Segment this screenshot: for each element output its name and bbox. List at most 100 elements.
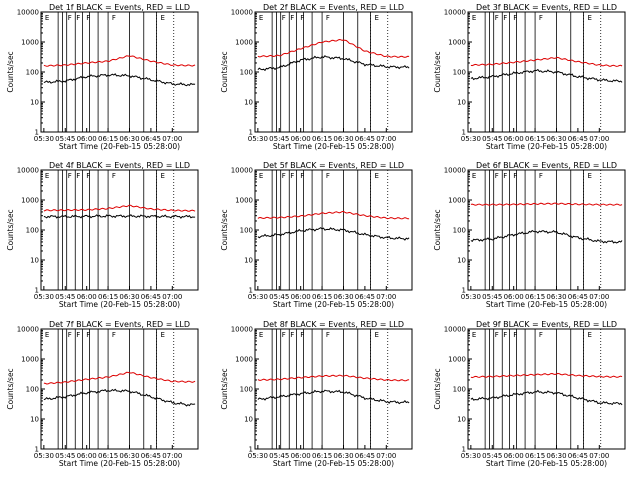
marker-label: F bbox=[68, 172, 72, 180]
x-tick-label: 06:15 bbox=[525, 135, 545, 143]
y-tick-label: 100 bbox=[26, 386, 39, 394]
y-tick-label: 10000 bbox=[231, 167, 253, 175]
events-series-line bbox=[470, 229, 623, 244]
marker-label: F bbox=[282, 331, 286, 339]
marker-label: F bbox=[112, 331, 116, 339]
lld-series-line bbox=[470, 372, 623, 379]
y-tick-label: 10 bbox=[457, 257, 466, 265]
y-tick-label: 1000 bbox=[21, 356, 39, 364]
y-axis-label: Counts/sec bbox=[6, 209, 15, 250]
events-series-line bbox=[470, 68, 623, 83]
detector-panel: Det 2f BLACK = Events, RED = LLD 1 10 100 10… bbox=[220, 3, 413, 151]
plot-frame bbox=[254, 328, 413, 450]
lld-series-line bbox=[257, 210, 410, 220]
marker-label: F bbox=[539, 331, 543, 339]
y-tick-label: 1 bbox=[35, 287, 39, 295]
y-tick-label: 10 bbox=[244, 257, 253, 265]
marker-label: F bbox=[513, 331, 517, 339]
x-axis-label: Start Time (20-Feb-15 05:28:00) bbox=[486, 300, 607, 309]
marker-label: F bbox=[300, 331, 304, 339]
y-tick-label: 10000 bbox=[231, 9, 253, 17]
plot-frame bbox=[40, 328, 199, 450]
x-tick-label: 05:30 bbox=[34, 452, 54, 460]
events-series-line bbox=[470, 389, 623, 406]
x-tick-label: 06:30 bbox=[333, 135, 353, 143]
x-tick-label: 05:45 bbox=[269, 135, 289, 143]
x-tick-label: 06:00 bbox=[291, 452, 311, 460]
plot-frame bbox=[254, 11, 413, 133]
x-tick-label: 07:00 bbox=[376, 135, 396, 143]
x-axis-label: Start Time (20-Feb-15 05:28:00) bbox=[59, 142, 180, 151]
y-tick-label: 1000 bbox=[448, 39, 466, 47]
marker-label: F bbox=[495, 14, 499, 22]
y-tick-label: 1000 bbox=[21, 39, 39, 47]
y-tick-label: 10 bbox=[244, 99, 253, 107]
plot-frame bbox=[467, 328, 626, 450]
x-axis-label: Start Time (20-Feb-15 05:28:00) bbox=[59, 459, 180, 468]
x-tick-label: 06:45 bbox=[141, 452, 161, 460]
marker-label: F bbox=[86, 331, 90, 339]
events-series-line bbox=[43, 73, 196, 87]
x-tick-label: 07:00 bbox=[162, 452, 182, 460]
marker-label: F bbox=[76, 14, 80, 22]
y-tick-label: 10000 bbox=[444, 167, 466, 175]
marker-label: F bbox=[86, 172, 90, 180]
y-tick-label: 1000 bbox=[235, 356, 253, 364]
plot-frame bbox=[467, 169, 626, 291]
x-tick-label: 05:30 bbox=[248, 293, 268, 301]
y-tick-label: 1 bbox=[249, 287, 253, 295]
x-tick-label: 06:00 bbox=[77, 293, 97, 301]
x-tick-label: 06:15 bbox=[525, 452, 545, 460]
x-tick-label: 06:30 bbox=[333, 293, 353, 301]
x-tick-label: 07:00 bbox=[162, 293, 182, 301]
x-tick-label: 06:45 bbox=[355, 452, 375, 460]
x-tick-label: 06:45 bbox=[568, 452, 588, 460]
y-axis-label: Counts/sec bbox=[220, 51, 229, 92]
marker-label: E bbox=[587, 14, 591, 22]
x-tick-label: 06:15 bbox=[312, 452, 332, 460]
y-tick-label: 1000 bbox=[448, 356, 466, 364]
x-tick-label: 06:30 bbox=[546, 135, 566, 143]
y-tick-label: 1 bbox=[249, 129, 253, 137]
y-tick-label: 10 bbox=[457, 416, 466, 424]
marker-label: F bbox=[326, 14, 330, 22]
x-tick-label: 06:00 bbox=[504, 135, 524, 143]
x-tick-label: 05:45 bbox=[482, 293, 502, 301]
x-tick-label: 06:00 bbox=[504, 293, 524, 301]
lld-series-line bbox=[43, 55, 196, 67]
x-tick-label: 06:45 bbox=[568, 135, 588, 143]
chart-title: Det 9f BLACK = Events, RED = LLD bbox=[476, 320, 617, 329]
y-tick-label: 100 bbox=[240, 69, 253, 77]
detector-panel: Det 1f BLACK = Events, RED = LLD 1 10 100 10… bbox=[6, 3, 199, 151]
lld-series-line bbox=[257, 38, 410, 58]
x-axis-label: Start Time (20-Feb-15 05:28:00) bbox=[486, 142, 607, 151]
events-series-line bbox=[257, 55, 410, 72]
lld-series-line bbox=[43, 204, 196, 212]
chart-title: Det 1f BLACK = Events, RED = LLD bbox=[49, 3, 190, 12]
lld-series-line bbox=[257, 374, 410, 382]
events-series-line bbox=[43, 388, 196, 407]
marker-label: F bbox=[290, 331, 294, 339]
marker-label: E bbox=[472, 172, 476, 180]
marker-label: F bbox=[539, 172, 543, 180]
y-tick-label: 1000 bbox=[448, 197, 466, 205]
detector-panel: Det 3f BLACK = Events, RED = LLD 1 10 100 10… bbox=[433, 3, 626, 151]
marker-label: E bbox=[160, 331, 164, 339]
x-axis-label: Start Time (20-Feb-15 05:28:00) bbox=[486, 459, 607, 468]
y-tick-label: 1 bbox=[249, 446, 253, 454]
x-axis-label: Start Time (20-Feb-15 05:28:00) bbox=[273, 459, 394, 468]
x-tick-label: 05:45 bbox=[55, 135, 75, 143]
x-tick-label: 06:15 bbox=[98, 135, 118, 143]
x-axis-label: Start Time (20-Feb-15 05:28:00) bbox=[59, 300, 180, 309]
marker-label: F bbox=[495, 331, 499, 339]
x-axis-label: Start Time (20-Feb-15 05:28:00) bbox=[273, 142, 394, 151]
x-tick-label: 07:00 bbox=[376, 293, 396, 301]
chart-title: Det 2f BLACK = Events, RED = LLD bbox=[263, 3, 404, 12]
y-tick-label: 1000 bbox=[235, 39, 253, 47]
y-tick-label: 10000 bbox=[231, 326, 253, 334]
detector-panel: Det 4f BLACK = Events, RED = LLD 1 10 100 10… bbox=[6, 161, 199, 309]
y-tick-label: 100 bbox=[453, 386, 466, 394]
x-tick-label: 07:00 bbox=[162, 135, 182, 143]
y-axis-label: Counts/sec bbox=[6, 51, 15, 92]
x-tick-label: 06:00 bbox=[504, 452, 524, 460]
